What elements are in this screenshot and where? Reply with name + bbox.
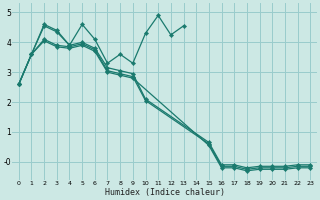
- X-axis label: Humidex (Indice chaleur): Humidex (Indice chaleur): [105, 188, 225, 197]
